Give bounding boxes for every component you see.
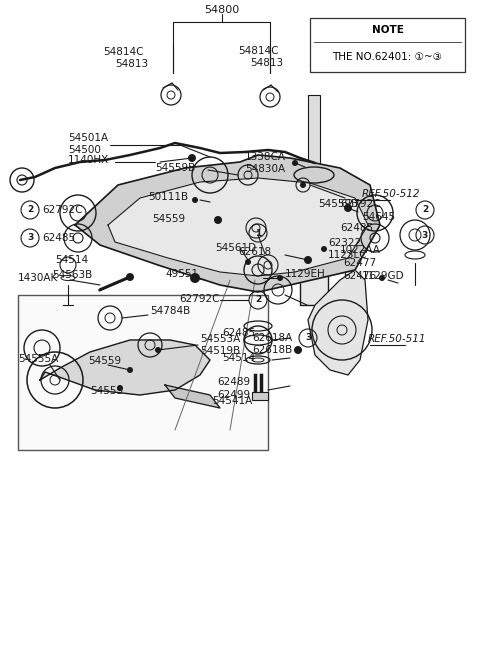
Text: 62792C: 62792C [180, 294, 220, 304]
Text: 1022AA: 1022AA [340, 245, 381, 255]
Circle shape [188, 154, 196, 162]
Polygon shape [308, 270, 368, 375]
Text: 62476: 62476 [343, 271, 376, 281]
Text: 62485: 62485 [222, 328, 255, 338]
Circle shape [277, 275, 283, 281]
Text: 54563B: 54563B [52, 270, 92, 280]
Text: 2: 2 [422, 205, 428, 215]
Text: 54800: 54800 [204, 5, 240, 15]
Circle shape [245, 259, 251, 265]
Polygon shape [75, 155, 380, 292]
Polygon shape [40, 340, 210, 395]
Text: 3: 3 [422, 230, 428, 239]
Bar [310, 18, 465, 72]
Text: 54814C: 54814C [103, 47, 144, 57]
Text: 1: 1 [255, 228, 261, 237]
Text: 1140HX: 1140HX [68, 155, 109, 165]
Circle shape [117, 385, 123, 391]
Text: 54514: 54514 [222, 353, 255, 363]
Text: 1338CA: 1338CA [245, 152, 286, 162]
Text: 1129GD: 1129GD [362, 271, 405, 281]
Text: 49551: 49551 [165, 269, 198, 279]
Text: 54814C: 54814C [238, 46, 278, 56]
Circle shape [300, 182, 306, 188]
Circle shape [155, 347, 161, 353]
Text: 54559: 54559 [88, 356, 121, 366]
Text: 2: 2 [255, 295, 261, 304]
Text: 54813: 54813 [250, 58, 283, 68]
Text: 54559B: 54559B [155, 163, 195, 173]
Text: 54519B: 54519B [200, 346, 240, 356]
Text: 1430AK: 1430AK [18, 273, 58, 283]
Text: 54830A: 54830A [245, 164, 285, 174]
Text: 54501A: 54501A [68, 133, 108, 143]
Text: 62792C: 62792C [42, 205, 83, 215]
Polygon shape [108, 178, 368, 276]
Circle shape [379, 275, 385, 281]
Text: 54555A: 54555A [18, 354, 58, 364]
Bar [300, 175, 328, 305]
Circle shape [127, 367, 133, 373]
Circle shape [126, 273, 134, 281]
Text: 62485: 62485 [42, 233, 75, 243]
Text: 54784B: 54784B [150, 306, 190, 316]
Circle shape [214, 216, 222, 224]
Text: REF.50-512: REF.50-512 [362, 189, 420, 199]
Text: THE NO.62401: ①~③: THE NO.62401: ①~③ [333, 52, 443, 62]
Text: 3: 3 [305, 333, 311, 342]
Text: 54559: 54559 [152, 214, 185, 224]
Text: 54500: 54500 [68, 145, 101, 155]
Text: 54559: 54559 [90, 386, 123, 396]
Text: 54645: 54645 [362, 212, 395, 222]
Text: NOTE: NOTE [372, 25, 403, 35]
Circle shape [344, 204, 352, 212]
Text: 3: 3 [27, 234, 33, 243]
Text: 54561D: 54561D [215, 243, 256, 253]
Bar [252, 392, 268, 400]
Text: 1129EH: 1129EH [285, 269, 326, 279]
Text: 62618: 62618 [238, 247, 271, 257]
Text: 54514: 54514 [55, 255, 88, 265]
Text: 50111B: 50111B [148, 192, 188, 202]
Text: 1123LC: 1123LC [328, 250, 368, 260]
Polygon shape [165, 385, 220, 408]
Text: 2: 2 [27, 205, 33, 215]
Text: 54541A: 54541A [212, 396, 252, 406]
Text: 62499: 62499 [217, 390, 250, 400]
Text: 62477: 62477 [343, 258, 376, 268]
Text: 62485: 62485 [340, 223, 373, 233]
Text: 62618A: 62618A [252, 333, 292, 343]
Circle shape [190, 273, 200, 283]
Bar [308, 95, 320, 175]
Circle shape [294, 346, 302, 354]
Circle shape [304, 256, 312, 264]
Text: 62489: 62489 [217, 377, 250, 387]
Text: 54553A: 54553A [200, 334, 240, 344]
Text: 62618B: 62618B [252, 345, 292, 355]
Text: REF.50-511: REF.50-511 [368, 334, 427, 344]
Text: 62792C: 62792C [340, 199, 381, 209]
Circle shape [292, 160, 298, 166]
Text: 62322: 62322 [328, 238, 361, 248]
Circle shape [192, 197, 198, 203]
Text: 54813: 54813 [115, 59, 148, 69]
Text: 54559B: 54559B [318, 199, 358, 209]
Circle shape [321, 246, 327, 252]
Bar [18, 295, 268, 450]
